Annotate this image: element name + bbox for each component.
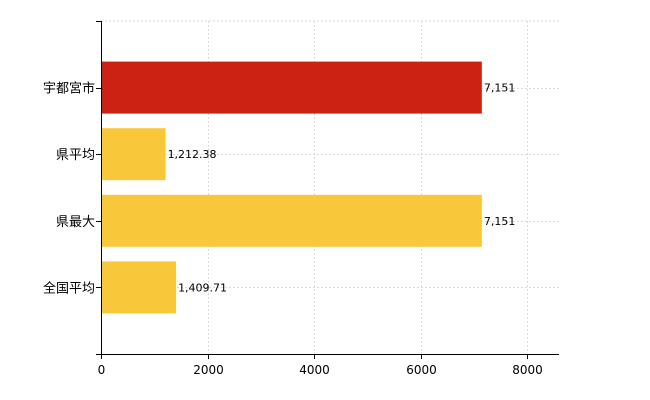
x-axis-ticks: 0 2000 4000 6000 8000	[98, 354, 543, 377]
axes	[101, 21, 559, 355]
bar-3	[102, 261, 177, 314]
bars	[102, 61, 482, 314]
bar-0	[102, 61, 482, 114]
category-label-3: 全国平均	[43, 280, 95, 296]
bar-1	[102, 128, 166, 181]
category-label-1: 県平均	[56, 148, 95, 163]
x-tick-label-3: 6000	[406, 363, 437, 377]
x-tick-label-0: 0	[98, 363, 106, 377]
x-tick-label-2: 4000	[299, 363, 330, 377]
data-label-0: 7,151	[484, 82, 516, 95]
data-label-3: 1,409.71	[178, 281, 227, 294]
bar-2	[102, 194, 482, 247]
data-label-1: 1,212.38	[168, 148, 217, 161]
data-label-2: 7,151	[484, 215, 516, 228]
data-labels: 7,151 1,212.38 7,151 1,409.71	[168, 82, 516, 295]
x-tick-label-4: 8000	[512, 363, 543, 377]
x-tick-label-1: 2000	[193, 363, 224, 377]
category-label-2: 県最大	[56, 215, 95, 230]
category-label-0: 宇都宮市	[43, 81, 95, 97]
